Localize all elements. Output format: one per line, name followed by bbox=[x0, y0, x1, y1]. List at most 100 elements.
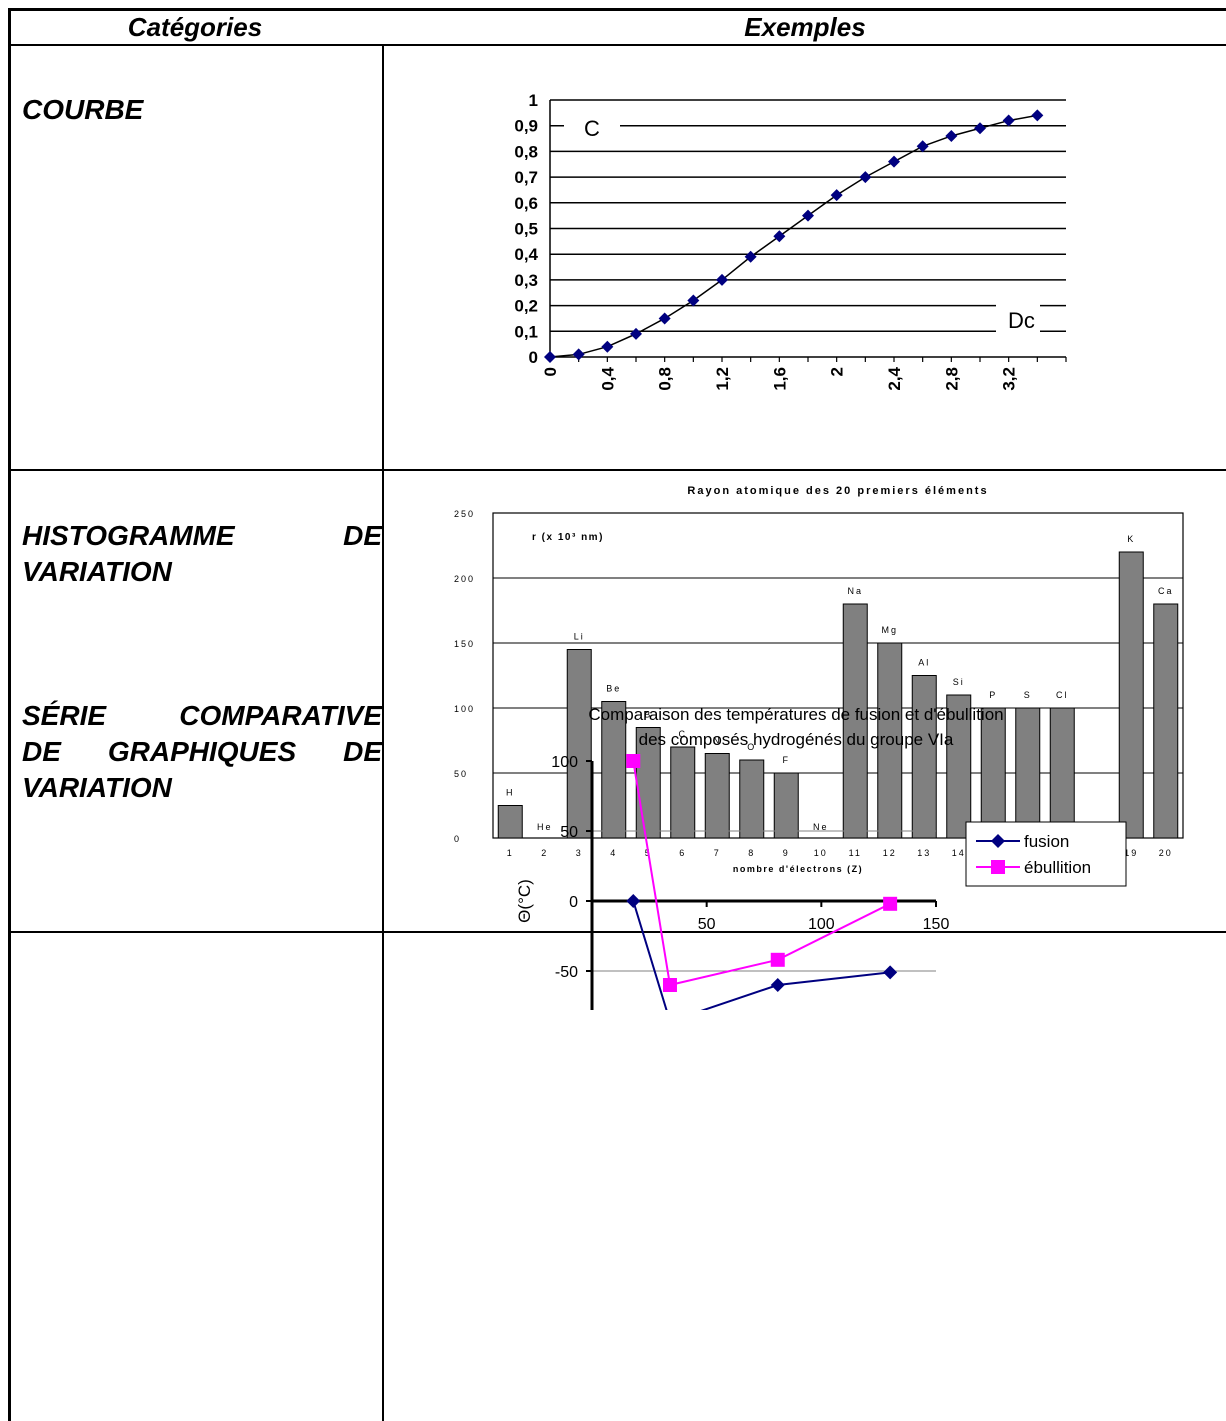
bar bbox=[635, 727, 661, 839]
bar-label: O bbox=[747, 742, 756, 752]
legend-marker bbox=[991, 834, 1005, 848]
category-line: VARIATION bbox=[22, 556, 172, 587]
category-histogramme: HISTOGRAMME DE VARIATION bbox=[22, 518, 382, 590]
series-line bbox=[632, 760, 891, 987]
x-tick-label: 7 bbox=[714, 848, 721, 858]
bar-label: Cl bbox=[1056, 690, 1069, 700]
y-tick-label: 0 bbox=[454, 834, 461, 844]
data-point bbox=[883, 896, 898, 911]
category-serie: SÉRIE COMPARATIVE DE GRAPHIQUES DE VARIA… bbox=[22, 698, 382, 806]
header-categories: Catégories bbox=[127, 12, 263, 42]
x-tick-label: 20 bbox=[1159, 848, 1173, 858]
bar bbox=[1015, 707, 1041, 839]
x-tick-label: 1 bbox=[507, 848, 514, 858]
bar-label: Mg bbox=[881, 625, 898, 635]
bar-label: Ne bbox=[813, 822, 829, 832]
y-tick-label: -50 bbox=[555, 964, 578, 981]
x-tick-label: 1,6 bbox=[770, 367, 789, 391]
x-tick-label: 2,8 bbox=[942, 367, 961, 391]
chart-title-line: Comparaison des températures de fusion e… bbox=[588, 705, 1003, 724]
x-tick-label: 8 bbox=[748, 848, 755, 858]
x-tick-label: 100 bbox=[808, 916, 835, 933]
bar bbox=[601, 701, 627, 839]
data-point bbox=[773, 230, 786, 243]
data-point bbox=[630, 327, 642, 340]
bar bbox=[497, 805, 523, 839]
bar bbox=[877, 642, 903, 839]
x-tick-label: 3,2 bbox=[1000, 367, 1019, 391]
y-tick-label: 100 bbox=[454, 704, 475, 714]
y-tick-label: 0,5 bbox=[514, 220, 538, 239]
legend-label: fusion bbox=[1024, 832, 1069, 851]
y-tick-label: 0,4 bbox=[514, 245, 538, 264]
bar bbox=[1118, 551, 1144, 839]
x-tick-label: 4 bbox=[610, 848, 617, 858]
header-examples: Exemples bbox=[744, 12, 866, 42]
data-point bbox=[662, 978, 677, 992]
y-tick-label: 0 bbox=[569, 894, 578, 911]
legend-box bbox=[965, 821, 1127, 887]
x-tick-label: 150 bbox=[923, 916, 950, 933]
row-divider-1 bbox=[8, 469, 1226, 471]
data-point bbox=[830, 189, 843, 202]
y-tick-label: 0,8 bbox=[514, 142, 538, 161]
bar bbox=[670, 746, 696, 839]
x-tick-label: 5 bbox=[645, 848, 652, 858]
x-tick-label: 6 bbox=[679, 848, 686, 858]
y-tick-label: 1 bbox=[529, 91, 538, 110]
data-point bbox=[572, 348, 585, 361]
bar-label: C bbox=[679, 729, 688, 739]
x-tick-label: 0,8 bbox=[656, 367, 675, 391]
x-tick-label: 11 bbox=[849, 848, 862, 858]
bar-label: N bbox=[713, 736, 722, 746]
bar bbox=[773, 772, 799, 839]
bar bbox=[1049, 707, 1075, 839]
data-point bbox=[626, 894, 641, 908]
table-border-top bbox=[8, 8, 1226, 11]
y-tick-label: 250 bbox=[454, 509, 475, 519]
bar-label: Li bbox=[574, 632, 585, 642]
bar-label: P bbox=[989, 690, 997, 700]
annotation-c: C bbox=[584, 116, 600, 141]
bar bbox=[946, 694, 972, 839]
bar bbox=[1153, 603, 1179, 839]
row-divider-2 bbox=[8, 931, 1226, 933]
bar bbox=[911, 675, 937, 839]
y-tick-label: 0,6 bbox=[514, 194, 538, 213]
bar bbox=[704, 753, 730, 839]
y-tick-label: 0,9 bbox=[514, 117, 538, 136]
data-point bbox=[883, 965, 898, 980]
x-tick-label: 13 bbox=[917, 848, 931, 858]
plot-frame bbox=[492, 512, 1184, 839]
chart-title: Rayon atomique des 20 premiers éléments bbox=[687, 485, 988, 497]
bar-label: Be bbox=[606, 684, 621, 694]
y-tick-label: 150 bbox=[454, 639, 475, 649]
category-line: COURBE bbox=[22, 94, 144, 125]
y-tick-label: 0 bbox=[529, 348, 538, 367]
x-tick-label: 14 bbox=[952, 848, 966, 858]
comparison-chart: Comparaison des températures de fusion e… bbox=[515, 705, 1127, 1010]
curve-chart: 0 0,1 0,2 0,3 0,4 0,5 0,6 0,7 0,8 0,9 1 0 0,4 0,8 1,2 1… bbox=[514, 91, 1067, 391]
x-tick-label: 1,2 bbox=[713, 367, 732, 391]
data-point bbox=[916, 140, 929, 153]
annotation-mask bbox=[996, 304, 1040, 338]
data-point bbox=[1002, 114, 1015, 127]
header-divider bbox=[8, 44, 1226, 46]
data-point bbox=[744, 250, 757, 263]
bar bbox=[739, 759, 765, 839]
data-point bbox=[544, 351, 556, 363]
data-point bbox=[770, 952, 785, 967]
series-line bbox=[632, 900, 891, 1010]
y-tick-label: 50 bbox=[454, 769, 468, 779]
data-point bbox=[687, 294, 700, 307]
bar-label: F bbox=[783, 755, 791, 765]
bar-label: S bbox=[1024, 690, 1032, 700]
bar bbox=[566, 649, 592, 839]
x-tick-label: 2 bbox=[828, 367, 847, 376]
data-point bbox=[716, 273, 728, 286]
bar-label: H bbox=[506, 788, 515, 798]
data-point bbox=[802, 209, 814, 222]
y-tick-label: 0,2 bbox=[514, 297, 538, 316]
x-tick-label: 10 bbox=[814, 848, 828, 858]
x-tick-label: 50 bbox=[698, 916, 716, 933]
